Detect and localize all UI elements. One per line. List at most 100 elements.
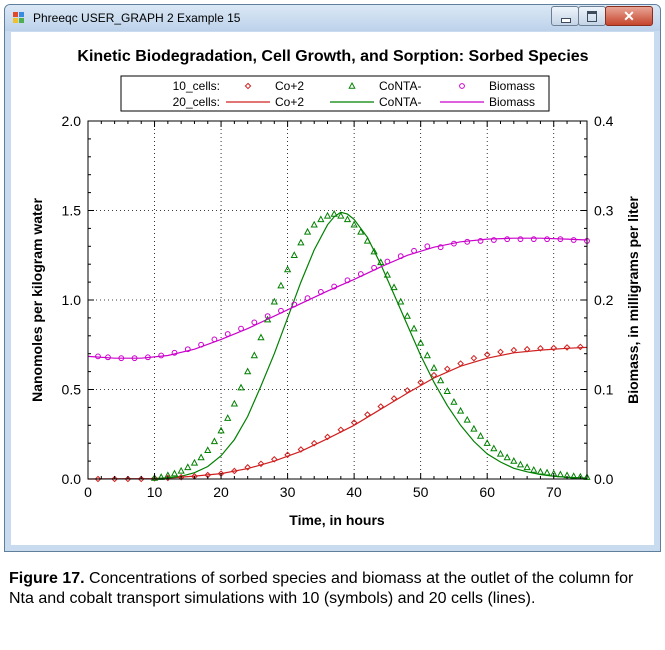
data-point-conta: [357, 227, 365, 235]
x-tick-label: 50: [413, 484, 429, 500]
data-point-conta: [290, 251, 298, 258]
data-point-biomass: [317, 289, 324, 295]
legend-marker-1: [348, 81, 356, 89]
data-point-conta: [423, 351, 431, 359]
data-point-conta: [483, 439, 491, 446]
data-point-conta: [556, 470, 565, 478]
y2-axis-label: Biomass, in milligrams per liter: [625, 196, 641, 404]
legend-box: [120, 75, 550, 112]
y-axis-label: Nanomoles per kilogram water: [29, 198, 45, 402]
data-point-conta: [363, 236, 372, 244]
data-point-biomass: [291, 301, 298, 308]
data-point-co-2: [497, 348, 504, 356]
data-point-conta: [383, 270, 392, 278]
data-point-conta: [310, 220, 318, 228]
data-point-conta: [250, 351, 258, 359]
data-point-biomass: [424, 243, 431, 250]
x-tick-label: 0: [84, 484, 92, 500]
y2-tick-label: 0.4: [594, 113, 614, 129]
data-point-co-2: [270, 456, 278, 463]
data-point-co-2: [563, 344, 571, 351]
data-point-co-2: [310, 439, 318, 447]
chart-svg: Kinetic Biodegradation, Cell Growth, and…: [29, 48, 641, 528]
data-point-conta: [417, 338, 425, 346]
data-point-conta: [170, 469, 179, 477]
data-point-co-2: [577, 343, 584, 351]
data-point-co-2: [284, 451, 291, 459]
data-point-conta: [237, 383, 245, 391]
figure-caption-text: Concentrations of sorbed species and bio…: [9, 570, 634, 607]
data-point-conta: [410, 324, 418, 332]
data-point-conta: [283, 265, 292, 273]
data-point-biomass: [131, 355, 138, 362]
data-point-conta: [323, 211, 332, 219]
data-point-co-2: [231, 467, 238, 475]
data-point-conta: [530, 465, 538, 473]
data-point-conta: [190, 458, 199, 466]
data-point-co-2: [297, 446, 305, 453]
y-tick-label: 0.0: [62, 471, 82, 487]
data-point-biomass: [384, 258, 391, 265]
y-tick-label: 1.0: [62, 292, 82, 308]
data-point-biomass: [184, 346, 191, 353]
data-point-biomass: [437, 244, 444, 251]
data-point-co-2: [404, 387, 411, 394]
data-point-co-2: [430, 371, 438, 379]
data-point-biomass: [504, 236, 511, 243]
y-tick-label: 2.0: [62, 113, 82, 129]
close-button[interactable]: ✕: [605, 6, 653, 26]
legend-group-20-cells: 20_cells:: [173, 95, 220, 109]
data-point-conta: [543, 468, 551, 476]
data-point-biomass: [238, 325, 244, 332]
data-point-conta: [230, 399, 239, 407]
title-bar[interactable]: Phreeqc USER_GRAPH 2 Example 15 ✕: [5, 5, 660, 31]
data-point-conta: [523, 463, 531, 471]
y2-tick-label: 0.1: [594, 382, 614, 398]
data-point-biomass: [211, 336, 218, 343]
data-point-biomass: [490, 237, 497, 243]
data-point-co-2: [550, 344, 558, 352]
maximize-icon: [587, 11, 597, 22]
close-icon: ✕: [623, 8, 635, 24]
data-point-biomass: [451, 240, 457, 247]
data-point-biomass: [264, 313, 271, 320]
data-point-conta: [277, 281, 285, 289]
data-point-biomass: [144, 354, 151, 361]
data-point-co-2: [483, 351, 491, 358]
data-point-conta: [303, 227, 312, 235]
data-point-conta: [503, 453, 511, 461]
x-tick-label: 30: [280, 484, 296, 500]
data-point-biomass: [570, 237, 577, 243]
data-point-co-2: [417, 379, 424, 386]
data-point-conta: [510, 457, 518, 464]
data-point-conta: [403, 312, 411, 319]
data-point-conta: [476, 431, 485, 439]
data-point-biomass: [278, 307, 284, 314]
legend: 10_cells: 20_cells: Co+2 CoNTA- Biomass …: [120, 75, 550, 112]
data-point-biomass: [411, 247, 417, 254]
data-point-conta: [350, 220, 358, 228]
data-point-co-2: [164, 474, 172, 482]
data-point-biomass: [557, 236, 564, 243]
data-point-conta: [470, 424, 478, 432]
data-point-conta: [397, 297, 405, 305]
data-point-conta: [297, 238, 305, 246]
data-point-co-2: [470, 354, 478, 362]
series-line-co-2: [87, 346, 588, 480]
data-point-biomass: [464, 238, 471, 245]
data-point-conta: [390, 283, 398, 291]
data-point-conta: [264, 315, 272, 323]
legend-group-10-cells: 10_cells:: [173, 79, 220, 93]
data-point-biomass: [357, 271, 364, 277]
minimize-button[interactable]: [551, 6, 579, 26]
data-point-biomass: [198, 341, 205, 348]
data-point-co-2: [377, 403, 385, 410]
legend-label-conta-line: CoNTA-: [379, 95, 421, 109]
y2-tick-label: 0.3: [594, 203, 614, 219]
data-point-co-2: [111, 475, 118, 483]
maximize-button[interactable]: [578, 6, 606, 26]
data-point-co-2: [124, 475, 132, 483]
data-point-biomass: [105, 354, 111, 361]
data-point-biomass: [224, 331, 231, 337]
figure-caption-label: Figure 17.: [9, 570, 85, 587]
